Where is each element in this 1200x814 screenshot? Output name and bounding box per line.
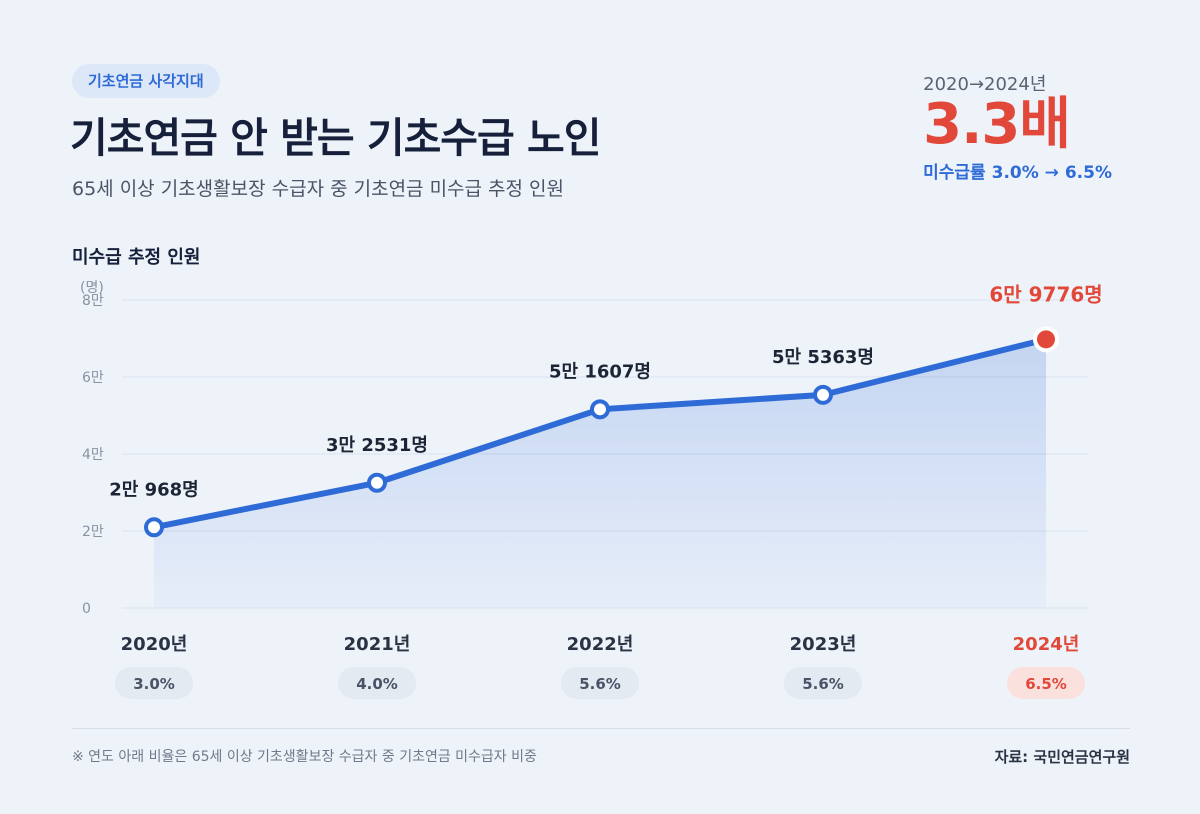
page-title: 기초연금 안 받는 기초수급 노인 xyxy=(70,114,601,162)
y-axis-unit: (명) xyxy=(80,280,104,296)
data-label: 3만 2531명 xyxy=(326,435,428,456)
x-tick-label: 2024년 xyxy=(1013,634,1080,655)
data-label: 5만 1607명 xyxy=(549,361,651,382)
rate-pill xyxy=(784,667,862,699)
kpi-rate-change: 미수급률 3.0% → 6.5% xyxy=(923,163,1112,183)
y-tick-label: 6만 xyxy=(82,370,104,386)
data-label: 5만 5363명 xyxy=(772,347,874,368)
line-chart: 0 2만 4만 6만 8만(명) 2만 968명 3만 2531명 5만 1607명 5만 5… xyxy=(80,280,1103,699)
y-tick-label: 2만 xyxy=(82,524,104,540)
x-tick-label: 2021년 xyxy=(344,634,411,655)
rate-pill xyxy=(1007,667,1085,699)
data-point xyxy=(144,517,164,538)
kpi-value: 3.3배 xyxy=(923,92,1071,157)
kpi-period: 2020→2024년 xyxy=(923,74,1047,95)
rate-label: 6.5% xyxy=(1025,675,1067,693)
rate-label: 5.6% xyxy=(802,675,844,693)
y-tick-label: 8만 xyxy=(82,293,104,309)
page-subtitle: 65세 이상 기초생활보장 수급자 중 기초연금 미수급 추정 인원 xyxy=(72,178,565,200)
source-credit: 자료: 국민연금연구원 xyxy=(994,748,1130,766)
x-tick-label: 2020년 xyxy=(121,634,188,655)
data-label: 6만 9776명 xyxy=(989,282,1102,306)
y-tick-label: 0 xyxy=(82,601,91,617)
data-label: 2만 968명 xyxy=(109,479,198,500)
chart-heading: 미수급 추정 인원 xyxy=(72,247,201,268)
x-tick-label: 2023년 xyxy=(790,634,857,655)
area-fill xyxy=(154,339,1046,608)
data-point xyxy=(367,472,387,493)
x-tick-label: 2022년 xyxy=(567,634,634,655)
category-tag: 기초연금 사각지대 xyxy=(72,64,220,98)
data-point xyxy=(813,384,833,405)
footnote: ※ 연도 아래 비율은 65세 이상 기초생활보장 수급자 중 기초연금 미수급… xyxy=(72,749,537,765)
rate-pill xyxy=(338,667,416,699)
rate-label: 5.6% xyxy=(579,675,621,693)
rate-pill xyxy=(115,667,193,699)
rate-label: 4.0% xyxy=(356,675,398,693)
rate-label: 3.0% xyxy=(133,675,175,693)
y-tick-label: 4만 xyxy=(82,447,104,463)
kpi-box: 2020→2024년 3.3배 미수급률 3.0% → 6.5% xyxy=(923,70,1112,183)
rate-pill xyxy=(561,667,639,699)
data-point-highlight xyxy=(1037,330,1055,349)
data-point xyxy=(590,399,610,420)
footer-divider xyxy=(72,728,1130,729)
